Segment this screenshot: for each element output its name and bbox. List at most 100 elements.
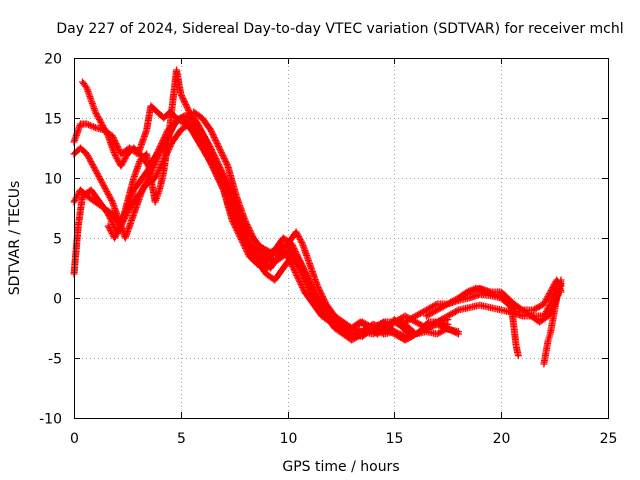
data-point xyxy=(322,300,338,319)
data-point xyxy=(202,150,218,174)
data-series xyxy=(70,66,565,368)
data-point xyxy=(211,168,227,192)
data-point xyxy=(412,307,429,320)
data-point xyxy=(540,350,550,368)
data-point xyxy=(356,318,371,331)
y-tick-label: 5 xyxy=(53,232,62,248)
data-point xyxy=(194,120,210,144)
data-point xyxy=(542,338,552,356)
data-point xyxy=(126,193,141,212)
data-point xyxy=(134,128,150,158)
data-point xyxy=(177,90,193,114)
data-point xyxy=(292,228,306,246)
series-track-6 xyxy=(104,66,441,338)
data-point xyxy=(519,306,534,319)
data-point xyxy=(76,144,90,157)
data-point xyxy=(130,188,146,218)
data-point xyxy=(422,301,440,314)
data-point xyxy=(245,240,261,259)
data-point xyxy=(540,290,554,308)
data-point xyxy=(190,108,205,121)
data-point xyxy=(465,302,482,312)
data-point xyxy=(220,186,235,216)
y-tick-label: -10 xyxy=(39,412,62,428)
data-point xyxy=(450,328,458,336)
data-point xyxy=(190,126,205,145)
data-point xyxy=(202,138,218,162)
data-point xyxy=(70,224,82,278)
x-tick-label: 5 xyxy=(177,431,186,447)
data-point xyxy=(224,162,240,198)
data-point xyxy=(433,313,450,326)
data-point xyxy=(296,258,312,282)
data-point xyxy=(416,319,432,336)
data-point xyxy=(241,216,257,240)
x-tick-label: 20 xyxy=(493,431,511,447)
data-point xyxy=(555,281,564,292)
data-point xyxy=(504,294,517,307)
data-point xyxy=(557,280,565,288)
data-point xyxy=(288,240,304,264)
data-point xyxy=(220,174,235,204)
plot-frame xyxy=(74,58,609,419)
series-track-11 xyxy=(454,276,565,326)
data-point xyxy=(121,212,137,242)
data-point xyxy=(228,198,244,228)
tick-labels: 0 5 10 15 20 25 -10 -5 0 5 10 15 20 xyxy=(39,52,617,448)
data-point xyxy=(76,186,90,199)
x-tick-label: 25 xyxy=(600,431,618,447)
y-tick-label: -5 xyxy=(48,352,62,368)
data-point xyxy=(207,126,223,150)
data-point xyxy=(164,104,176,146)
data-point xyxy=(487,304,503,314)
data-point xyxy=(79,78,90,90)
x-tick-label: 0 xyxy=(70,431,79,447)
data-point xyxy=(544,332,554,344)
data-point xyxy=(373,325,388,338)
data-point xyxy=(130,175,145,194)
data-point xyxy=(83,120,98,131)
data-point xyxy=(91,108,105,126)
data-point xyxy=(401,313,418,326)
data-point xyxy=(454,289,470,302)
data-point xyxy=(305,276,321,300)
data-point xyxy=(147,102,160,115)
data-point xyxy=(96,174,109,192)
data-point xyxy=(546,320,556,338)
data-point xyxy=(301,276,317,300)
data-point xyxy=(232,192,248,222)
data-point xyxy=(314,282,329,306)
data-point xyxy=(89,162,103,180)
data-point xyxy=(275,241,290,254)
data-point xyxy=(510,300,525,313)
data-point xyxy=(151,158,167,182)
data-point xyxy=(215,144,231,168)
y-axis-label: SDTVAR / TECUs xyxy=(7,181,23,296)
data-point xyxy=(83,192,98,205)
data-point xyxy=(108,132,124,156)
data-point xyxy=(102,186,116,204)
data-point xyxy=(100,204,115,217)
data-point xyxy=(271,265,286,284)
y-tick-label: 10 xyxy=(44,172,62,188)
data-point xyxy=(91,198,106,211)
data-point xyxy=(173,114,188,127)
data-point xyxy=(284,246,299,265)
data-point xyxy=(476,301,493,311)
data-point xyxy=(422,307,440,320)
data-point xyxy=(326,318,343,331)
data-point xyxy=(155,170,167,194)
data-point xyxy=(292,258,308,282)
x-tick-label: 10 xyxy=(280,431,298,447)
data-point xyxy=(198,114,214,133)
data-point xyxy=(331,312,346,325)
data-point xyxy=(301,288,316,307)
data-point xyxy=(514,352,522,360)
chart-title: Day 227 of 2024, Sidereal Day-to-day VTE… xyxy=(56,21,623,37)
x-tick-label: 15 xyxy=(386,431,404,447)
data-point xyxy=(407,328,423,340)
data-point xyxy=(454,330,462,338)
data-point xyxy=(299,240,312,264)
data-point xyxy=(536,313,551,326)
